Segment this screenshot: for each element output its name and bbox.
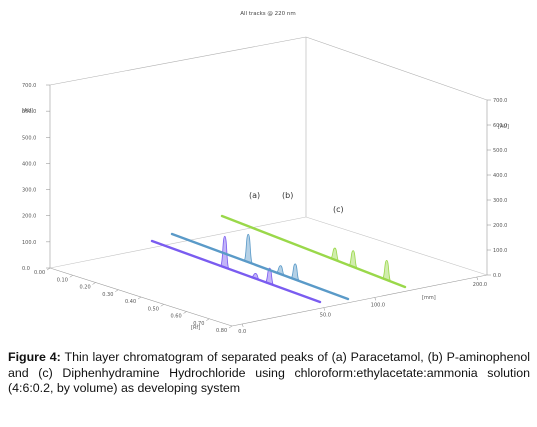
depth-tick-label: 0.0 <box>238 329 246 335</box>
x-tick-mark <box>228 325 233 329</box>
top-back-left-edge <box>49 36 307 86</box>
z-tick-left-label: 700.0 <box>22 83 36 89</box>
track-2-peak-2 <box>380 259 392 283</box>
depth-tick-mark <box>241 323 244 328</box>
z-tick-right-label: 400.0 <box>493 173 507 179</box>
floor-front-right-edge <box>231 274 488 327</box>
x-tick-label: 0.80 <box>216 328 227 334</box>
x-tick-mark <box>69 275 73 278</box>
depth-tick-mark <box>323 307 326 311</box>
x-tick-mark <box>137 296 142 300</box>
track-0-peak-2 <box>263 267 275 287</box>
depth-tick-label: 50.0 <box>320 313 331 319</box>
caption-label: Figure 4: <box>8 350 61 364</box>
z-axis-label-left: [AU] <box>22 108 33 114</box>
depth-axis-label: [mm] <box>422 295 436 301</box>
floor-back-left-edge <box>49 216 307 269</box>
track-1-peak-1 <box>274 265 286 277</box>
z-tick-right-label: 300.0 <box>493 198 507 204</box>
chromatogram-figure: 0.0 100.0 200.0 300.0 400.0 500.0 600.0 700.0 0.… <box>22 11 509 335</box>
chart-title: All tracks @ 220 nm <box>240 11 296 17</box>
x-tick-mark <box>115 289 119 292</box>
x-tick-label: 0.50 <box>148 306 159 312</box>
track-2-baseline <box>220 214 407 289</box>
depth-tick-label: 200.0 <box>473 282 487 288</box>
x-tick-label: 0.70 <box>193 321 204 327</box>
x-tick-mark <box>206 318 210 321</box>
x-tick-label: 0.20 <box>80 285 91 291</box>
z-tick-left-label: 400.0 <box>22 161 36 167</box>
top-back-right-edge <box>305 36 488 101</box>
z-tick-right-label: 200.0 <box>493 223 507 229</box>
x-tick-label: 0.30 <box>102 292 113 298</box>
z-tick-left-label: 600.0 <box>22 109 36 115</box>
x-tick-mark <box>46 267 51 271</box>
z-tick-right-label: 600.0 <box>493 123 507 129</box>
peak-label-a: (a) <box>249 191 260 200</box>
x-tick-mark <box>183 311 187 314</box>
x-tick-label: 0.40 <box>125 299 136 305</box>
track-0-peak-1 <box>249 273 261 281</box>
x-tick-label: 0.00 <box>34 270 45 276</box>
z-axis-label-right: [AU] <box>498 124 509 130</box>
z-tick-right-label: 100.0 <box>493 248 507 254</box>
depth-tick-mark <box>374 297 377 301</box>
z-tick-left-label: 300.0 <box>22 188 36 194</box>
x-tick-mark <box>92 282 96 285</box>
z-tick-right-label: 0.0 <box>493 273 501 279</box>
track-1-baseline <box>170 232 350 301</box>
depth-tick-mark <box>476 276 479 281</box>
floor-back-right-edge <box>305 216 488 276</box>
z-tick-right-label: 500.0 <box>493 148 507 154</box>
x-axis-label: [Rf] <box>191 325 200 331</box>
track-2-peak-1 <box>347 250 358 270</box>
peak-label-b: (b) <box>282 191 293 200</box>
x-tick-label: 0.60 <box>171 314 182 320</box>
track-0-baseline <box>150 239 322 304</box>
z-tick-left-label: 500.0 <box>22 135 36 141</box>
z-tick-left-label: 200.0 <box>22 214 36 220</box>
track-1-peak-0 <box>242 233 254 265</box>
track-2-peak-0 <box>329 247 340 263</box>
z-tick-right-label: 700.0 <box>493 98 507 104</box>
z-tick-left-label: 100.0 <box>22 240 36 246</box>
x-tick-label: 0.10 <box>57 277 68 283</box>
caption-text: Thin layer chromatogram of separated pea… <box>8 350 530 395</box>
depth-tick-label: 100.0 <box>371 302 385 308</box>
figure-caption: Figure 4: Thin layer chromatogram of sep… <box>8 350 530 397</box>
peak-label-c: (c) <box>333 205 344 214</box>
chromatogram-3d-plot: 0.0 100.0 200.0 300.0 400.0 500.0 600.0 700.0 0.… <box>22 11 509 335</box>
z-tick-left-label: 0.0 <box>22 266 30 272</box>
x-tick-mark <box>160 304 164 307</box>
track-1-peak-2 <box>289 263 300 282</box>
